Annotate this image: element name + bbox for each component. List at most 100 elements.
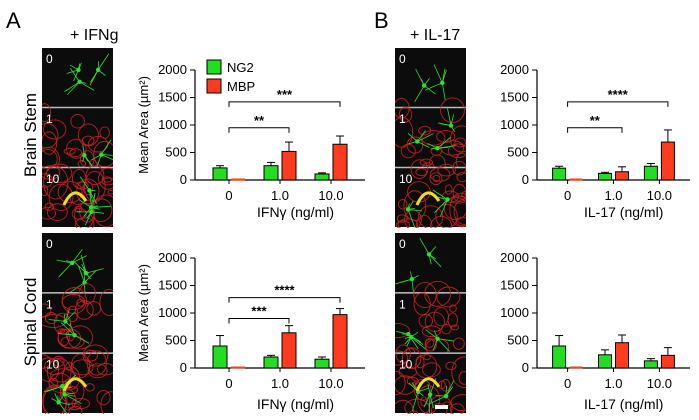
ng2-process bbox=[85, 272, 91, 280]
ng2-process bbox=[101, 139, 112, 155]
legend-label-ng2: NG2 bbox=[227, 60, 254, 75]
mbp-process bbox=[395, 350, 409, 366]
chart-spinal-cord-il17: 0 500 1000 1500 2000 0 1.0 10.0 IL-17 (ng/ml) bbox=[500, 250, 690, 412]
ng2-process bbox=[437, 338, 450, 352]
mbp-process bbox=[101, 176, 113, 183]
ng2-process bbox=[64, 393, 76, 397]
micrograph-panel bbox=[42, 48, 113, 107]
x-tick-label: 10.0 bbox=[647, 376, 672, 391]
ng2-process bbox=[88, 190, 92, 208]
bar-ng2-0 bbox=[212, 167, 228, 181]
mbp-process bbox=[57, 328, 66, 333]
mbp-process bbox=[70, 113, 85, 129]
mbp-process bbox=[101, 177, 113, 186]
ng2-process bbox=[410, 331, 419, 338]
bar-ng2-1.0 bbox=[263, 165, 279, 181]
ng2-process bbox=[417, 387, 429, 393]
ng2-process bbox=[427, 383, 431, 395]
bar-ng2-0 bbox=[552, 345, 567, 369]
micrograph-dose-label: 1 bbox=[399, 297, 406, 311]
significance-label: **** bbox=[274, 283, 295, 298]
row-label-brain-stem: Brain Stem bbox=[21, 93, 40, 177]
colocalized-cell bbox=[415, 377, 441, 392]
ng2-process bbox=[416, 130, 426, 142]
mbp-process bbox=[68, 405, 83, 414]
ng2-process bbox=[97, 53, 110, 71]
mbp-process bbox=[85, 165, 105, 186]
micrograph-panel bbox=[42, 233, 113, 293]
ng2-process bbox=[69, 64, 79, 71]
mbp-process bbox=[395, 370, 406, 396]
mbp-process bbox=[441, 324, 452, 335]
ng2-process bbox=[51, 398, 59, 403]
y-tick-label: 1500 bbox=[500, 278, 529, 293]
mbp-process bbox=[52, 355, 65, 367]
mbp-process bbox=[418, 205, 444, 228]
legend-swatch-mbp bbox=[206, 78, 222, 94]
mbp-process bbox=[42, 173, 53, 188]
ng2-process bbox=[86, 268, 104, 274]
mbp-process bbox=[42, 354, 51, 369]
ng2-process bbox=[79, 81, 95, 91]
ng2-process bbox=[407, 133, 418, 142]
ng2-process bbox=[67, 81, 80, 95]
legend-swatch-ng2 bbox=[206, 59, 222, 75]
ng2-process bbox=[432, 189, 448, 200]
bar-mbp-1.0 bbox=[615, 342, 629, 369]
x-tick-label: 0 bbox=[564, 188, 571, 203]
micrograph-dose-label: 0 bbox=[399, 237, 406, 251]
ng2-process bbox=[433, 330, 438, 339]
mbp-process bbox=[44, 311, 58, 324]
y-tick-label: 0 bbox=[522, 360, 529, 375]
ng2-process bbox=[428, 246, 437, 255]
ng2-process bbox=[411, 391, 419, 411]
ng2-process bbox=[78, 63, 81, 70]
mbp-process bbox=[99, 126, 110, 139]
mbp-process bbox=[449, 403, 465, 414]
ng2-process bbox=[58, 401, 71, 406]
ng2-process bbox=[428, 395, 447, 405]
x-tick-label: 1.0 bbox=[271, 188, 289, 203]
mbp-process bbox=[42, 185, 49, 197]
ng2-process bbox=[58, 262, 73, 278]
y-tick-label: 500 bbox=[165, 145, 187, 160]
mbp-process bbox=[76, 298, 85, 307]
significance-label: *** bbox=[251, 304, 267, 319]
panel-letter-a: A bbox=[6, 8, 21, 33]
ng2-process bbox=[437, 136, 452, 149]
mbp-process bbox=[451, 356, 466, 388]
ng2-process bbox=[84, 154, 89, 162]
ng2-process bbox=[91, 193, 96, 212]
ng2-process bbox=[414, 85, 425, 103]
ng2-process bbox=[66, 260, 73, 264]
mbp-process bbox=[100, 391, 113, 414]
colocalized-cell bbox=[415, 191, 441, 206]
mbp-process bbox=[96, 390, 111, 406]
micrograph-dose-label: 1 bbox=[399, 112, 406, 126]
significance-label: ** bbox=[590, 113, 601, 128]
ng2-process bbox=[423, 85, 436, 95]
micrograph-dose-label: 0 bbox=[46, 237, 53, 251]
ng2-process bbox=[417, 141, 430, 148]
mbp-process bbox=[440, 378, 451, 392]
ng2-process bbox=[82, 155, 85, 163]
y-tick-label: 1500 bbox=[158, 278, 187, 293]
mbp-process bbox=[447, 312, 459, 328]
mbp-process bbox=[86, 301, 102, 316]
mbp-process bbox=[453, 198, 466, 226]
significance-bracket bbox=[228, 297, 341, 303]
x-tick-label: 0 bbox=[225, 376, 232, 391]
mbp-process bbox=[415, 355, 425, 369]
mbp-process bbox=[400, 143, 416, 159]
mbp-process bbox=[429, 172, 443, 186]
mbp-process bbox=[429, 167, 451, 182]
y-tick-label: 0 bbox=[180, 360, 187, 375]
ng2-process bbox=[410, 271, 413, 280]
mbp-process bbox=[68, 402, 81, 411]
x-tick-label: 1.0 bbox=[604, 376, 622, 391]
mbp-process bbox=[42, 103, 52, 123]
mbp-process bbox=[97, 363, 113, 376]
ng2-process bbox=[423, 78, 430, 86]
y-tick-label: 1000 bbox=[500, 305, 529, 320]
